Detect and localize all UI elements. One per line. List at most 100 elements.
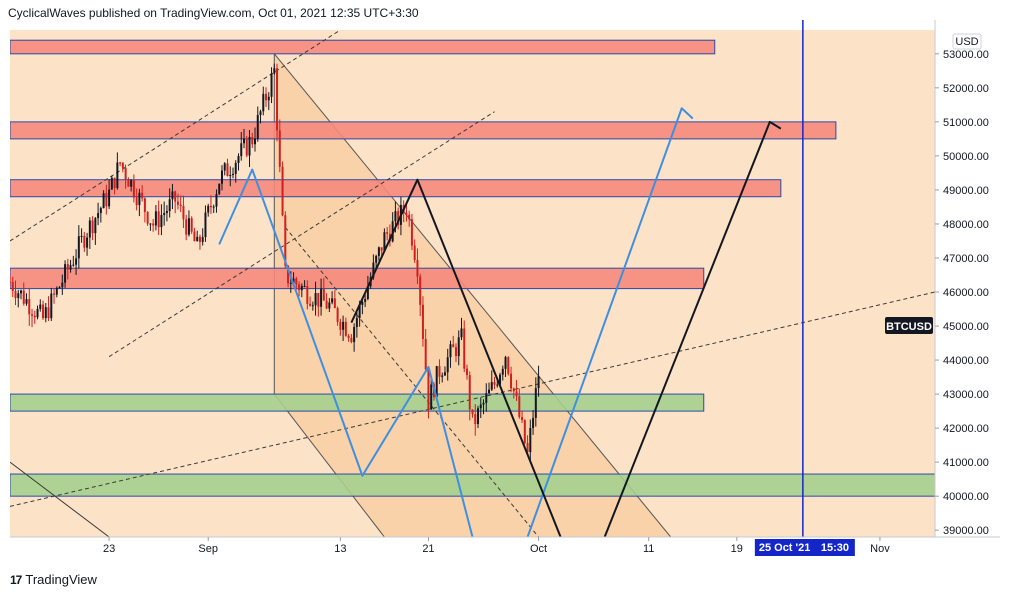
candle (135, 188, 138, 211)
candle (295, 276, 298, 291)
candle-body (146, 211, 149, 224)
candle-body (488, 389, 491, 394)
candle (441, 372, 444, 383)
candle-body (149, 223, 152, 225)
candle (526, 435, 529, 455)
candle-body (339, 321, 342, 330)
candles-layer (10, 63, 540, 463)
candle (493, 376, 496, 390)
brand-footer[interactable]: 17 TradingView (10, 572, 97, 587)
candle-body (185, 219, 188, 235)
candle (77, 225, 80, 269)
candle (355, 311, 358, 338)
candle (465, 364, 468, 380)
time-tick-label: Oct (530, 543, 547, 555)
price-tick-label: 47000.00 (943, 253, 989, 265)
candle-body (523, 420, 526, 443)
candle (306, 280, 309, 310)
candle (105, 184, 108, 215)
candle-body (83, 235, 86, 248)
candle-body (342, 321, 345, 330)
candle (336, 306, 339, 326)
candle-body (116, 162, 119, 188)
trendline-3 (108, 111, 495, 358)
time-tick-label: 19 (731, 543, 743, 555)
candle (201, 228, 204, 246)
candle-body (86, 237, 89, 248)
candle (174, 190, 177, 214)
candle (427, 369, 430, 419)
candle-body (160, 215, 163, 228)
candle-body (298, 284, 301, 291)
candle (534, 377, 537, 427)
candle-body (124, 168, 127, 180)
candle-body (496, 384, 499, 386)
candle (179, 195, 182, 213)
candle (468, 371, 471, 421)
candle (537, 365, 540, 397)
candle (31, 309, 34, 328)
candle (83, 232, 86, 252)
candle-body (190, 218, 193, 232)
candle-body (223, 163, 226, 171)
candle-body (512, 388, 515, 392)
candle-body (171, 191, 174, 200)
candle (488, 382, 491, 394)
price-tick-label: 40000.00 (943, 491, 989, 503)
candle (110, 175, 113, 190)
candle (209, 195, 212, 214)
candle (149, 223, 152, 231)
candle (300, 283, 303, 298)
price-tick-label: 45000.00 (943, 321, 989, 333)
candle-body (237, 156, 240, 163)
projection-path-3 (350, 178, 562, 537)
zones-layer (10, 39, 935, 497)
candle-body (218, 183, 221, 195)
candle-body (262, 93, 265, 112)
price-tick-label: 50000.00 (943, 151, 989, 163)
candle-body (226, 163, 229, 177)
candle (33, 310, 36, 324)
time-tick-label: 13 (334, 543, 346, 555)
candle-body (394, 211, 397, 222)
currency-label[interactable]: USD (952, 33, 982, 50)
candle-body (66, 264, 69, 270)
price-tick-label: 44000.00 (943, 355, 989, 367)
candle-body (408, 214, 411, 220)
candle (240, 131, 243, 161)
candle (108, 179, 111, 209)
candle-body (380, 247, 383, 251)
candle-body (438, 366, 441, 377)
candle (132, 174, 135, 203)
candle (325, 293, 328, 310)
candle (482, 399, 485, 415)
resistance-zone-3 (10, 179, 782, 198)
candle-body (61, 282, 64, 288)
candle (190, 216, 193, 235)
candle (350, 334, 353, 344)
candle-body (55, 287, 58, 295)
trendline-4 (284, 227, 539, 537)
candle-body (518, 396, 521, 418)
candle-body (350, 337, 353, 343)
candle-body (529, 428, 532, 453)
candle (281, 161, 284, 217)
candle-body (240, 143, 243, 157)
candle (66, 258, 69, 280)
support-zone-5 (10, 393, 705, 412)
candle-body (322, 288, 325, 301)
candle (75, 249, 78, 275)
candle-body (446, 357, 449, 373)
candle (143, 197, 146, 223)
candle (416, 248, 419, 285)
candle (251, 132, 254, 149)
candle (69, 259, 72, 273)
price-tick-label: 53000.00 (943, 49, 989, 61)
candle-body (212, 206, 215, 208)
candle (375, 254, 378, 269)
candle (518, 388, 521, 419)
resistance-zone-1 (10, 39, 716, 55)
candle-body (386, 232, 389, 234)
candle-body (36, 308, 39, 318)
